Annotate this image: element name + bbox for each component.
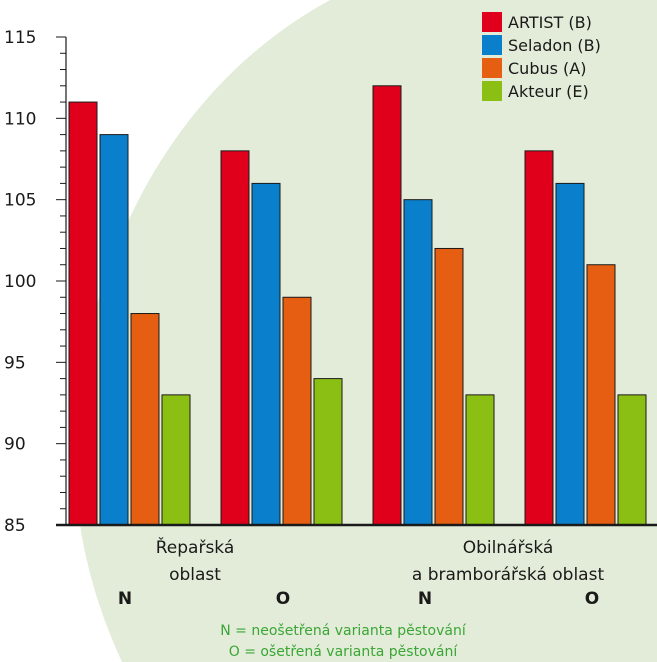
legend-swatch	[482, 58, 502, 78]
y-tick-label: 90	[4, 435, 26, 455]
legend-swatch	[482, 12, 502, 32]
category-labels: Řepařská oblast Obilnářská a bramborářská o…	[118, 536, 605, 609]
bar	[282, 296, 312, 526]
y-tick-label: 100	[4, 272, 36, 292]
bar	[524, 150, 554, 526]
bar	[372, 85, 402, 526]
bar	[68, 101, 98, 526]
legend-swatch	[482, 81, 502, 101]
y-tick-label: 115	[4, 28, 36, 48]
bar	[313, 378, 343, 526]
y-tick-label: 105	[4, 191, 36, 211]
bar	[434, 247, 464, 526]
bars	[68, 85, 647, 526]
legend-label: Akteur (E)	[508, 82, 589, 101]
footnote: N = neošetřená varianta pěstování	[220, 623, 467, 639]
variant-label: N	[418, 589, 432, 609]
variant-label: O	[585, 589, 599, 609]
y-axis: 85 90 95 100 105 110 115	[4, 28, 66, 536]
region-label: Obilnářská	[463, 538, 554, 558]
y-tick-label: 85	[4, 516, 26, 536]
footnotes: N = neošetřená varianta pěstování O = oše…	[220, 623, 467, 660]
legend-label: Seladon (B)	[508, 36, 601, 55]
bar	[99, 134, 129, 526]
legend-swatch	[482, 35, 502, 55]
y-tick-label: 95	[4, 353, 26, 373]
variant-label: N	[118, 589, 132, 609]
legend-label: Cubus (A)	[508, 59, 586, 78]
bar	[220, 150, 250, 526]
bar	[555, 182, 585, 526]
bar	[251, 182, 281, 526]
legend: ARTIST (B) Seladon (B) Cubus (A) Akteur (E)	[482, 12, 601, 101]
bar	[161, 394, 191, 526]
y-tick-label: 110	[4, 109, 36, 129]
bar	[617, 394, 647, 526]
bar	[130, 313, 160, 526]
bar	[586, 264, 616, 526]
legend-label: ARTIST (B)	[508, 13, 592, 32]
background-blob	[74, 0, 657, 662]
footnote: O = ošetřená varianta pěstování	[229, 644, 459, 660]
variant-label: O	[276, 589, 290, 609]
bar	[465, 394, 495, 526]
region-label: Řepařská	[156, 536, 235, 558]
bar	[403, 199, 433, 526]
region-label: a bramborářská oblast	[412, 565, 605, 585]
region-label: oblast	[169, 565, 221, 585]
